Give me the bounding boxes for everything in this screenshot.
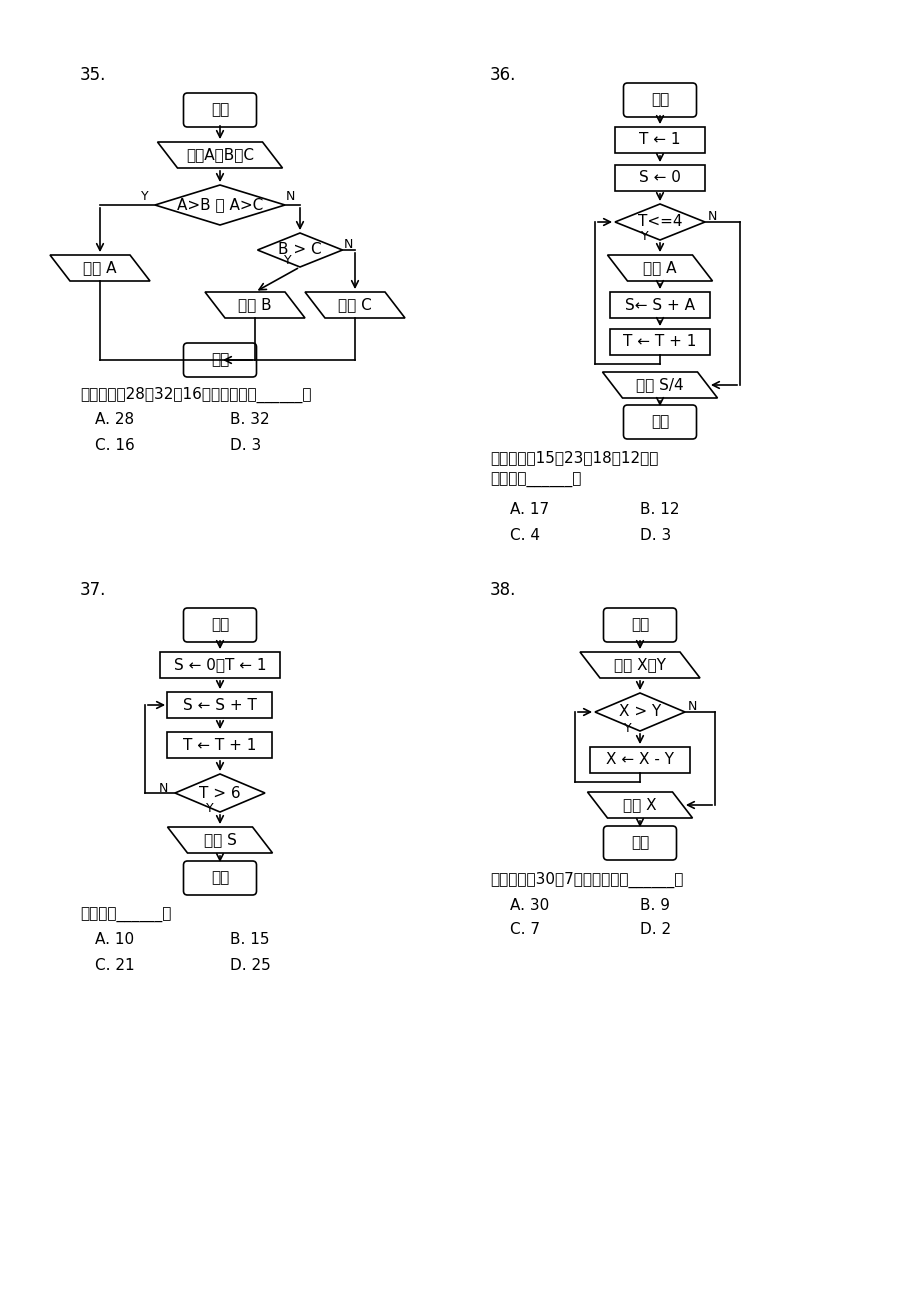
Polygon shape <box>157 142 282 168</box>
Text: 开始: 开始 <box>650 92 668 108</box>
Text: 输出 S/4: 输出 S/4 <box>636 378 683 392</box>
FancyBboxPatch shape <box>167 691 272 717</box>
Text: 输出结果______。: 输出结果______。 <box>80 907 171 923</box>
Text: 38.: 38. <box>490 581 516 599</box>
FancyBboxPatch shape <box>589 747 689 773</box>
Text: B. 9: B. 9 <box>640 897 669 913</box>
Text: Y: Y <box>623 721 631 734</box>
FancyBboxPatch shape <box>183 608 256 642</box>
Text: 输出 X: 输出 X <box>622 798 656 812</box>
Text: 输入A，B，C: 输入A，B，C <box>186 147 254 163</box>
Text: 当依次输入28，32，16后，输出结果______。: 当依次输入28，32，16后，输出结果______。 <box>80 387 312 404</box>
FancyBboxPatch shape <box>623 405 696 439</box>
FancyBboxPatch shape <box>167 732 272 758</box>
Polygon shape <box>607 255 711 281</box>
Text: T ← T + 1: T ← T + 1 <box>623 335 696 349</box>
Polygon shape <box>305 292 404 318</box>
Text: C. 7: C. 7 <box>509 923 539 937</box>
Text: 当依次输入15，23，18，12后，: 当依次输入15，23，18，12后， <box>490 450 658 466</box>
Polygon shape <box>50 255 150 281</box>
FancyBboxPatch shape <box>603 825 675 861</box>
Text: B. 12: B. 12 <box>640 503 679 517</box>
Text: S ← 0: S ← 0 <box>639 171 680 185</box>
Text: N: N <box>158 781 167 794</box>
Text: 输入 A: 输入 A <box>642 260 676 276</box>
Text: 36.: 36. <box>490 66 516 85</box>
Text: 输出结果______。: 输出结果______。 <box>490 473 581 487</box>
Text: D. 2: D. 2 <box>640 923 670 937</box>
Text: 结束: 结束 <box>650 414 668 430</box>
Polygon shape <box>167 827 272 853</box>
Text: 开始: 开始 <box>210 103 229 117</box>
FancyBboxPatch shape <box>614 128 704 154</box>
Text: 输出 B: 输出 B <box>238 297 271 312</box>
Text: 输出 A: 输出 A <box>83 260 117 276</box>
Text: 开始: 开始 <box>630 617 649 633</box>
Text: C. 4: C. 4 <box>509 527 539 543</box>
Polygon shape <box>257 233 342 267</box>
Text: B. 15: B. 15 <box>230 932 269 948</box>
Text: 37.: 37. <box>80 581 107 599</box>
Text: X ← X - Y: X ← X - Y <box>606 753 674 767</box>
Text: T > 6: T > 6 <box>199 785 241 801</box>
Text: D. 3: D. 3 <box>230 437 261 453</box>
Text: S ← S + T: S ← S + T <box>183 698 256 712</box>
Text: D. 25: D. 25 <box>230 957 270 973</box>
Text: 输出 S: 输出 S <box>203 832 236 848</box>
Text: 输入 X，Y: 输入 X，Y <box>613 658 665 673</box>
Text: A. 28: A. 28 <box>95 413 134 427</box>
Text: S← S + A: S← S + A <box>624 297 694 312</box>
Text: Y: Y <box>206 802 213 815</box>
FancyBboxPatch shape <box>614 165 704 191</box>
Text: S ← 0，T ← 1: S ← 0，T ← 1 <box>174 658 266 673</box>
Text: B. 32: B. 32 <box>230 413 269 427</box>
Text: N: N <box>686 700 696 713</box>
FancyBboxPatch shape <box>603 608 675 642</box>
Text: A. 10: A. 10 <box>95 932 134 948</box>
FancyBboxPatch shape <box>609 292 709 318</box>
Text: Y: Y <box>641 229 648 242</box>
Polygon shape <box>154 185 285 225</box>
Polygon shape <box>614 204 704 240</box>
Text: T ← T + 1: T ← T + 1 <box>183 737 256 753</box>
Text: T ← 1: T ← 1 <box>639 133 680 147</box>
Text: T<=4: T<=4 <box>637 215 682 229</box>
Text: A>B 且 A>C: A>B 且 A>C <box>176 198 263 212</box>
Text: 结束: 结束 <box>210 353 229 367</box>
Text: 35.: 35. <box>80 66 107 85</box>
Text: 当依次输入30，7时，输出结果______。: 当依次输入30，7时，输出结果______。 <box>490 872 683 888</box>
Text: A. 30: A. 30 <box>509 897 549 913</box>
FancyBboxPatch shape <box>609 329 709 355</box>
Text: C. 21: C. 21 <box>95 957 134 973</box>
Text: N: N <box>285 190 294 203</box>
Text: Y: Y <box>141 190 149 203</box>
Text: N: N <box>343 238 352 251</box>
Text: A. 17: A. 17 <box>509 503 549 517</box>
FancyBboxPatch shape <box>183 342 256 378</box>
Text: 结束: 结束 <box>210 871 229 885</box>
Polygon shape <box>587 792 692 818</box>
Text: X > Y: X > Y <box>618 704 661 720</box>
Polygon shape <box>175 773 265 812</box>
FancyBboxPatch shape <box>183 92 256 128</box>
Text: N: N <box>707 211 716 224</box>
Text: 结束: 结束 <box>630 836 649 850</box>
Text: Y: Y <box>284 254 291 267</box>
Polygon shape <box>602 372 717 398</box>
Text: 开始: 开始 <box>210 617 229 633</box>
Polygon shape <box>205 292 305 318</box>
FancyBboxPatch shape <box>160 652 279 678</box>
Text: C. 16: C. 16 <box>95 437 134 453</box>
FancyBboxPatch shape <box>183 861 256 894</box>
Polygon shape <box>595 693 685 730</box>
FancyBboxPatch shape <box>623 83 696 117</box>
Text: D. 3: D. 3 <box>640 527 671 543</box>
Text: 输出 C: 输出 C <box>338 297 371 312</box>
Polygon shape <box>579 652 699 678</box>
Text: B > C: B > C <box>278 242 322 258</box>
